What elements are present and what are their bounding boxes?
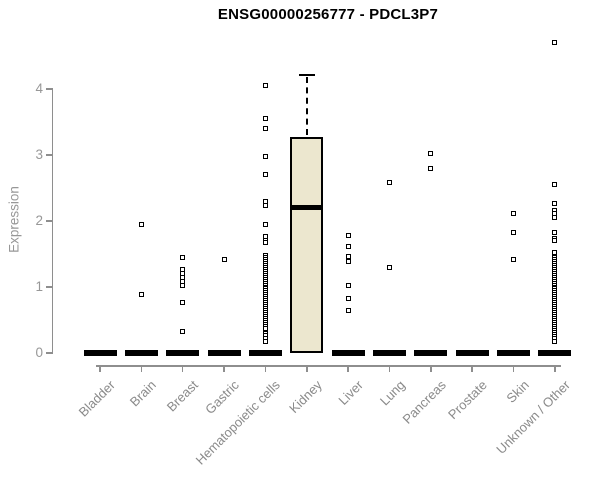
- outlier-point: [511, 229, 517, 235]
- outlier-point: [428, 165, 434, 171]
- x-axis-tick: [181, 365, 184, 372]
- outlier-point: [262, 203, 268, 209]
- y-axis-tick: [46, 88, 53, 90]
- outlier-point: [138, 292, 144, 298]
- box-zero-median: [497, 350, 531, 356]
- outlier-point: [262, 154, 268, 160]
- outlier-point: [552, 214, 558, 220]
- y-axis-tick: [46, 352, 53, 354]
- box-zero-median: [124, 350, 158, 356]
- x-axis-line: [96, 365, 561, 367]
- box-zero-median: [538, 350, 572, 356]
- outlier-point: [262, 240, 268, 246]
- outlier-point: [552, 200, 558, 206]
- y-axis-tick: [46, 154, 53, 156]
- outlier-point: [345, 254, 351, 260]
- y-axis-tick-label: 1: [35, 279, 43, 294]
- x-axis-category-label: Unknown / Other: [493, 377, 573, 457]
- box-iqr: [290, 137, 324, 353]
- outlier-point: [345, 308, 351, 314]
- outlier-point: [552, 249, 558, 255]
- x-axis-tick: [388, 365, 391, 372]
- y-axis-tick: [46, 220, 53, 222]
- box-zero-median: [373, 350, 407, 356]
- outlier-point: [511, 257, 517, 263]
- y-axis-tick: [46, 286, 53, 288]
- box-zero-median: [331, 350, 365, 356]
- outlier-point: [262, 83, 268, 89]
- outlier-point: [262, 222, 268, 228]
- outlier-point: [180, 282, 186, 288]
- outlier-point: [138, 221, 144, 227]
- x-axis-tick: [223, 365, 225, 372]
- box-zero-median: [166, 350, 200, 356]
- outlier-point: [345, 243, 351, 249]
- x-axis-tick: [347, 365, 349, 372]
- chart-title: ENSG00000256777 - PDCL3P7: [217, 6, 439, 23]
- outlier-point: [180, 255, 186, 261]
- x-axis-tick: [306, 365, 308, 372]
- box-zero-median: [83, 350, 117, 356]
- x-axis-tick: [430, 365, 432, 372]
- y-axis-tick-label: 3: [35, 147, 43, 162]
- box-zero-median: [207, 350, 241, 356]
- box-upper-whisker: [305, 77, 308, 136]
- outlier-point: [262, 126, 268, 132]
- outlier-point: [262, 339, 268, 345]
- outlier-point: [552, 238, 558, 244]
- box-zero-median: [455, 350, 489, 356]
- outlier-point: [552, 339, 558, 345]
- outlier-point: [345, 259, 351, 265]
- outlier-point: [180, 300, 186, 306]
- outlier-point: [262, 171, 268, 177]
- outlier-point: [262, 326, 268, 332]
- x-axis-tick: [99, 365, 101, 372]
- outlier-point: [387, 264, 393, 270]
- box-zero-median: [248, 350, 282, 356]
- outlier-point: [345, 296, 351, 302]
- x-axis-tick: [140, 365, 143, 372]
- x-axis-tick: [471, 365, 473, 372]
- outlier-point: [552, 230, 558, 236]
- outlier-point: [221, 256, 227, 262]
- y-axis-tick-label: 4: [35, 81, 43, 96]
- outlier-point: [428, 150, 434, 156]
- outlier-point: [511, 210, 517, 216]
- outlier-point: [552, 182, 558, 188]
- box-median-line: [290, 204, 324, 210]
- x-axis-tick: [554, 365, 556, 372]
- outlier-point: [345, 282, 351, 288]
- outlier-point: [552, 40, 558, 46]
- box-whisker-cap: [298, 74, 315, 77]
- outlier-point: [387, 180, 393, 186]
- box-zero-median: [414, 350, 448, 356]
- y-axis-tick-label: 0: [35, 345, 43, 360]
- outlier-point: [180, 329, 186, 335]
- outlier-point: [262, 116, 268, 122]
- x-axis-tick: [264, 365, 267, 372]
- outlier-point: [345, 233, 351, 239]
- y-axis-tick-label: 2: [35, 213, 43, 228]
- x-axis-tick: [512, 365, 515, 372]
- outlier-point: [262, 198, 268, 204]
